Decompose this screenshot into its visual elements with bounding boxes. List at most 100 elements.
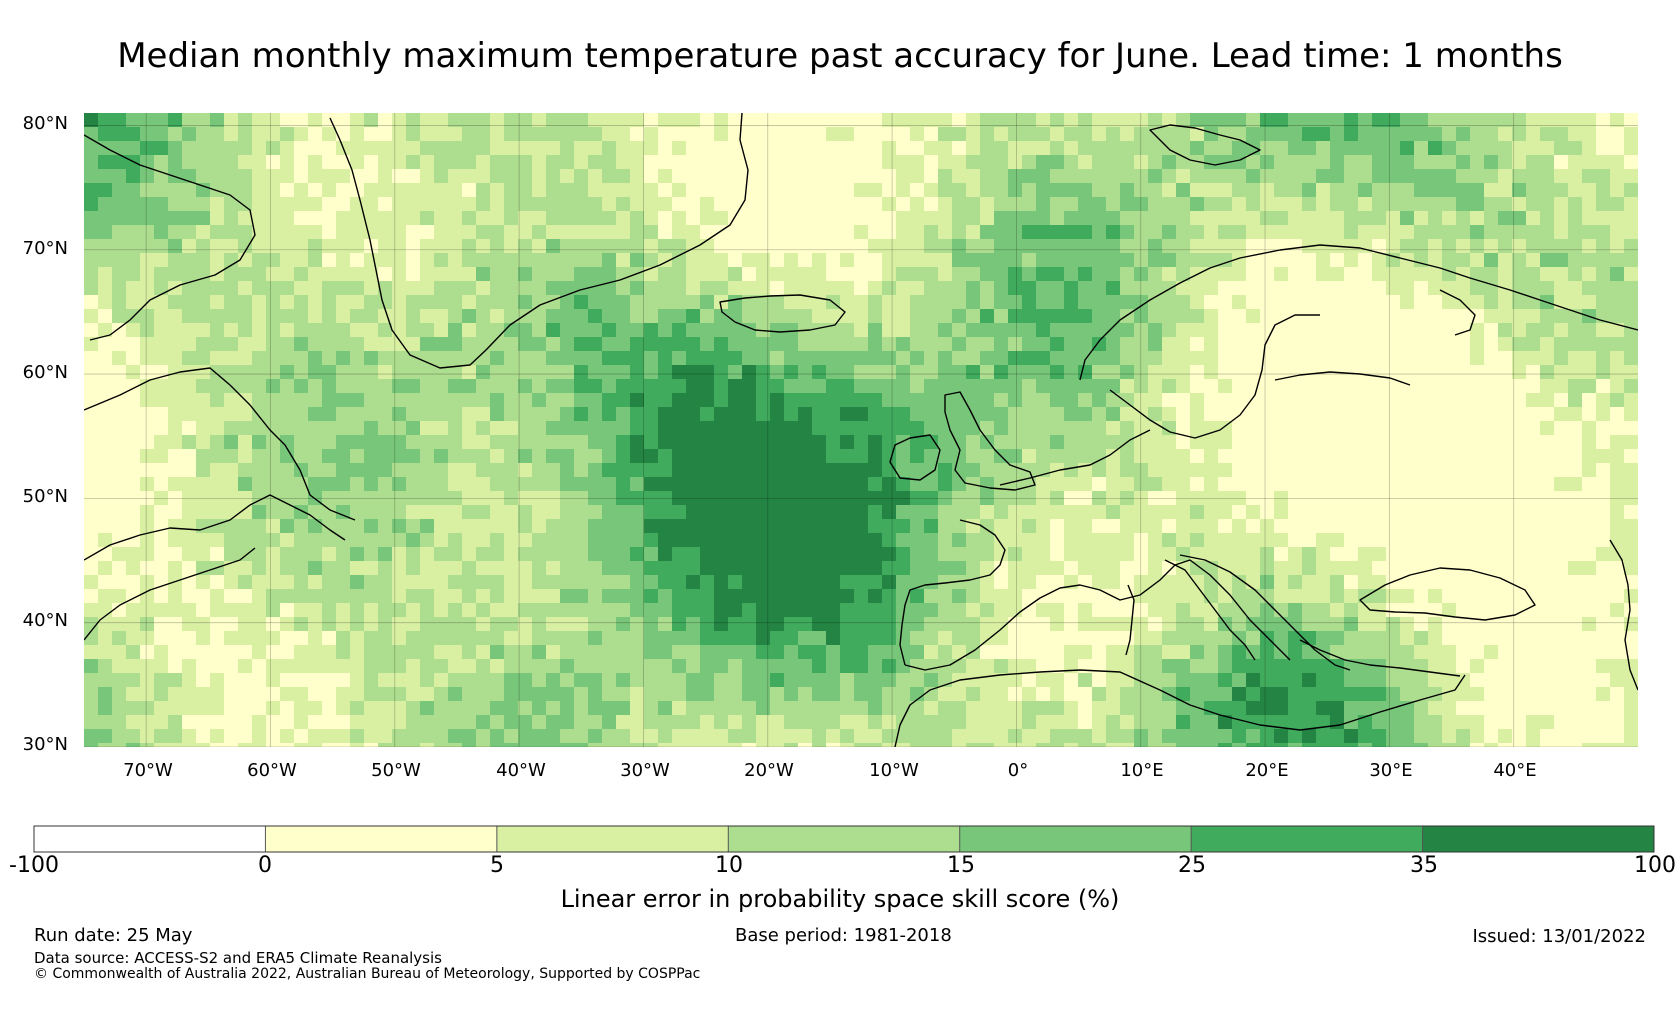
skill-cell: [1316, 393, 1331, 408]
skill-cell: [1554, 505, 1569, 520]
skill-cell: [1610, 673, 1625, 688]
skill-cell: [1344, 729, 1359, 744]
skill-cell: [126, 561, 141, 576]
skill-cell: [1344, 337, 1359, 352]
skill-cell: [434, 477, 449, 492]
skill-cell: [700, 267, 715, 282]
skill-cell: [868, 589, 883, 604]
skill-cell: [280, 225, 295, 240]
skill-cell: [462, 505, 477, 520]
skill-cell: [1428, 477, 1443, 492]
skill-cell: [1526, 505, 1541, 520]
skill-cell: [1008, 449, 1023, 464]
skill-cell: [574, 687, 589, 702]
skill-cell: [1512, 295, 1527, 310]
skill-cell: [532, 659, 547, 674]
skill-cell: [756, 449, 771, 464]
skill-cell: [1400, 575, 1415, 590]
skill-cell: [812, 603, 827, 618]
skill-cell: [1190, 687, 1205, 702]
skill-cell: [588, 351, 603, 366]
skill-cell: [350, 659, 365, 674]
skill-cell: [1288, 519, 1303, 534]
skill-cell: [1176, 253, 1191, 268]
skill-cell: [252, 407, 267, 422]
skill-cell: [1232, 435, 1247, 450]
skill-cell: [826, 645, 841, 660]
skill-cell: [966, 379, 981, 394]
skill-cell: [1344, 463, 1359, 478]
skill-cell: [1050, 491, 1065, 506]
skill-cell: [518, 169, 533, 184]
skill-cell: [1106, 365, 1121, 380]
skill-cell: [770, 491, 785, 506]
skill-cell: [98, 575, 113, 590]
skill-cell: [714, 407, 729, 422]
skill-cell: [322, 561, 337, 576]
skill-cell: [854, 393, 869, 408]
skill-cell: [1442, 505, 1457, 520]
skill-cell: [588, 547, 603, 562]
skill-cell: [560, 309, 575, 324]
skill-cell: [196, 281, 211, 296]
skill-cell: [868, 113, 883, 128]
skill-cell: [1232, 519, 1247, 534]
skill-cell: [1246, 309, 1261, 324]
skill-cell: [112, 365, 127, 380]
skill-cell: [238, 323, 253, 338]
skill-cell: [420, 477, 435, 492]
skill-cell: [518, 701, 533, 716]
skill-cell: [1484, 561, 1499, 576]
skill-cell: [252, 533, 267, 548]
skill-cell: [392, 155, 407, 170]
skill-cell: [1344, 379, 1359, 394]
skill-cell: [756, 197, 771, 212]
skill-cell: [882, 225, 897, 240]
skill-cell: [266, 561, 281, 576]
skill-cell: [1176, 505, 1191, 520]
skill-cell: [756, 561, 771, 576]
skill-cell: [882, 687, 897, 702]
skill-cell: [1106, 197, 1121, 212]
skill-cell: [1372, 253, 1387, 268]
skill-cell: [1288, 463, 1303, 478]
skill-cell: [1246, 533, 1261, 548]
skill-cell: [798, 393, 813, 408]
skill-cell: [1428, 267, 1443, 282]
skill-cell: [966, 463, 981, 478]
skill-cell: [1330, 127, 1345, 142]
skill-cell: [98, 267, 113, 282]
skill-cell: [1190, 561, 1205, 576]
skill-cell: [140, 715, 155, 730]
skill-cell: [448, 603, 463, 618]
skill-cell: [1190, 617, 1205, 632]
skill-cell: [448, 351, 463, 366]
skill-cell: [1414, 407, 1429, 422]
skill-cell: [462, 659, 477, 674]
skill-cell: [700, 253, 715, 268]
skill-cell: [952, 225, 967, 240]
skill-cell: [882, 155, 897, 170]
skill-cell: [924, 673, 939, 688]
skill-cell: [518, 519, 533, 534]
skill-cell: [616, 281, 631, 296]
skill-cell: [84, 183, 99, 198]
skill-cell: [546, 519, 561, 534]
skill-cell: [840, 687, 855, 702]
skill-cell: [1372, 729, 1387, 744]
skill-cell: [770, 715, 785, 730]
skill-cell: [714, 631, 729, 646]
skill-cell: [784, 113, 799, 128]
skill-cell: [308, 435, 323, 450]
skill-cell: [1204, 393, 1219, 408]
skill-cell: [1386, 393, 1401, 408]
skill-cell: [980, 197, 995, 212]
skill-cell: [1470, 477, 1485, 492]
skill-cell: [1204, 295, 1219, 310]
skill-cell: [1512, 491, 1527, 506]
skill-cell: [1624, 155, 1638, 170]
skill-cell: [420, 407, 435, 422]
skill-cell: [1204, 323, 1219, 338]
skill-cell: [1624, 631, 1638, 646]
skill-cell: [1246, 323, 1261, 338]
